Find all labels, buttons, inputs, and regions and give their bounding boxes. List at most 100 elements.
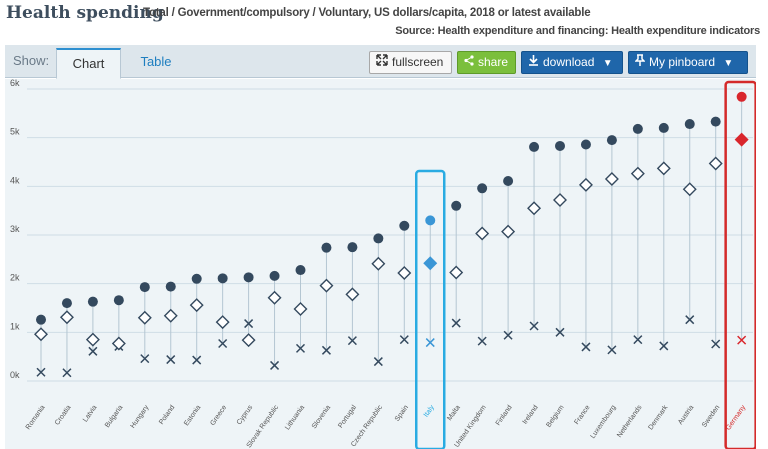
voluntary-marker (529, 321, 539, 331)
y-tick-label: 5k (10, 127, 20, 137)
y-tick-label: 0k (10, 370, 20, 380)
total-marker (217, 273, 228, 284)
government-marker (501, 224, 516, 239)
header: Health spending Total / Government/compu… (6, 3, 760, 43)
voluntary-marker (270, 360, 280, 370)
government-marker (656, 161, 671, 176)
category-label: Estonia (183, 404, 202, 427)
share-label: share (478, 55, 509, 69)
category-label: Netherlands (616, 404, 644, 439)
government-marker (449, 265, 464, 280)
page-title: Health spending (6, 3, 164, 23)
pinboard-button[interactable]: My pinboard ▼ (628, 51, 748, 74)
government-marker (708, 156, 723, 171)
total-marker (87, 296, 98, 307)
download-icon (528, 52, 539, 73)
government-marker (604, 172, 619, 187)
category-label: Malta (446, 404, 462, 422)
government-marker (59, 310, 74, 325)
total-marker (269, 270, 280, 281)
category-label: Bulgaria (104, 404, 125, 429)
voluntary-marker (425, 338, 435, 348)
voluntary-marker (192, 355, 202, 365)
fullscreen-label: fullscreen (392, 55, 444, 69)
category-label: Portugal (337, 404, 358, 430)
caret-down-icon: ▼ (723, 58, 734, 69)
total-marker (425, 215, 436, 226)
category-label: Belgium (545, 404, 565, 429)
category-label: Luxembourg (589, 404, 617, 440)
category-label: Poland (158, 404, 176, 426)
chart-svg: 0k 1k 2k 3k 4k 5k 6k Romania Croatia Latvia Bulgar… (10, 79, 756, 449)
chart-area: 0k 1k 2k 3k 4k 5k 6k Romania Croatia Latvia Bulgar… (5, 79, 756, 449)
category-label: Denmark (647, 404, 669, 432)
government-marker (137, 310, 152, 325)
tab-chart[interactable]: Chart (56, 48, 121, 79)
government-marker (319, 278, 334, 293)
total-marker (139, 282, 150, 293)
total-marker (113, 295, 124, 306)
total-marker (529, 141, 540, 152)
category-label: Croatia (54, 404, 73, 427)
government-marker (371, 256, 386, 271)
voluntary-marker (659, 341, 669, 351)
voluntary-marker (321, 345, 331, 355)
voluntary-marker (451, 318, 461, 328)
tab-table[interactable]: Table (140, 54, 172, 69)
total-marker (243, 272, 254, 283)
pinboard-label: My pinboard (649, 55, 716, 69)
y-tick-label: 2k (10, 273, 20, 283)
fullscreen-button[interactable]: fullscreen (369, 51, 452, 74)
voluntary-marker (88, 346, 98, 356)
category-label: Spain (394, 404, 410, 423)
total-marker (658, 122, 669, 133)
total-marker (347, 242, 358, 253)
y-tick-label: 3k (10, 224, 20, 234)
category-label: Sweden (701, 404, 721, 429)
italy-highlight-box (415, 169, 446, 449)
voluntary-marker (555, 327, 565, 337)
source-note: Source: Health expenditure and financing… (395, 25, 760, 37)
total-marker (606, 135, 617, 146)
voluntary-marker (633, 335, 643, 345)
government-marker (111, 336, 126, 351)
toolbar: Show: Chart Table fullscreen share downl… (5, 45, 756, 79)
voluntary-marker (347, 336, 357, 346)
voluntary-marker (607, 345, 617, 355)
government-marker (34, 327, 48, 342)
total-marker (399, 220, 410, 231)
total-marker (632, 123, 643, 134)
download-label: download (543, 55, 595, 69)
total-marker (191, 273, 202, 284)
category-label: Ireland (522, 404, 540, 426)
voluntary-marker (581, 342, 591, 352)
total-marker (451, 200, 462, 211)
category-label: Slovenia (311, 404, 332, 430)
page-subtitle: Total / Government/compulsory / Voluntar… (143, 7, 591, 19)
voluntary-marker (711, 339, 721, 349)
y-tick-label: 6k (10, 79, 20, 88)
voluntary-marker (295, 343, 306, 353)
pin-icon (634, 52, 646, 73)
category-label: Lithuania (284, 404, 306, 431)
voluntary-marker (218, 338, 228, 349)
total-marker (477, 183, 488, 194)
voluntary-marker (737, 335, 747, 345)
government-marker (85, 332, 100, 347)
category-label: Austria (677, 404, 695, 426)
government-marker (397, 265, 412, 280)
voluntary-marker (166, 355, 176, 365)
share-button[interactable]: share (457, 51, 516, 74)
category-label: Latvia (82, 404, 99, 423)
download-button[interactable]: download ▼ (521, 51, 623, 74)
total-marker (295, 265, 306, 276)
voluntary-marker (62, 368, 72, 378)
government-marker (293, 301, 308, 316)
government-marker (734, 132, 749, 147)
government-marker (630, 166, 645, 181)
total-marker (503, 175, 514, 186)
category-label: Finland (495, 404, 514, 427)
government-marker (163, 308, 178, 323)
voluntary-marker (140, 354, 150, 364)
share-icon (464, 52, 474, 73)
